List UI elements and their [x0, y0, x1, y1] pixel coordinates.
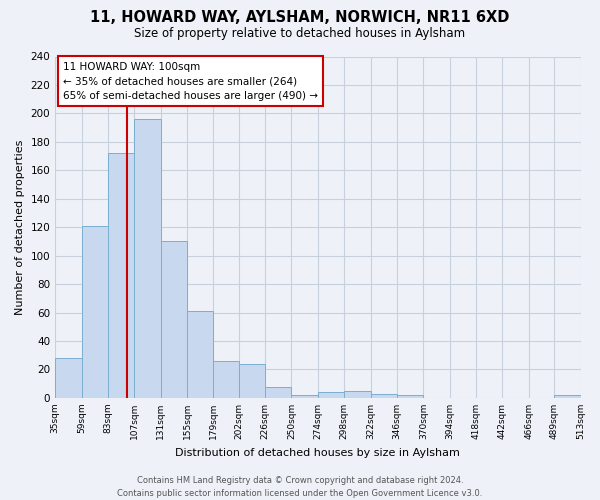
- Y-axis label: Number of detached properties: Number of detached properties: [15, 140, 25, 315]
- Bar: [134, 119, 161, 398]
- Text: 11 HOWARD WAY: 100sqm
← 35% of detached houses are smaller (264)
65% of semi-det: 11 HOWARD WAY: 100sqm ← 35% of detached …: [63, 62, 318, 101]
- Bar: [292, 395, 318, 398]
- Bar: [265, 386, 292, 398]
- Text: Contains HM Land Registry data © Crown copyright and database right 2024.
Contai: Contains HM Land Registry data © Crown c…: [118, 476, 482, 498]
- Bar: [554, 395, 581, 398]
- Bar: [214, 361, 239, 398]
- Bar: [239, 364, 265, 398]
- Bar: [161, 242, 187, 398]
- Bar: [371, 394, 397, 398]
- Bar: [187, 311, 214, 398]
- Bar: [82, 226, 108, 398]
- Bar: [55, 358, 82, 398]
- Bar: [108, 153, 134, 398]
- X-axis label: Distribution of detached houses by size in Aylsham: Distribution of detached houses by size …: [175, 448, 460, 458]
- Text: 11, HOWARD WAY, AYLSHAM, NORWICH, NR11 6XD: 11, HOWARD WAY, AYLSHAM, NORWICH, NR11 6…: [91, 10, 509, 25]
- Bar: [397, 395, 424, 398]
- Bar: [318, 392, 344, 398]
- Text: Size of property relative to detached houses in Aylsham: Size of property relative to detached ho…: [134, 28, 466, 40]
- Bar: [344, 391, 371, 398]
